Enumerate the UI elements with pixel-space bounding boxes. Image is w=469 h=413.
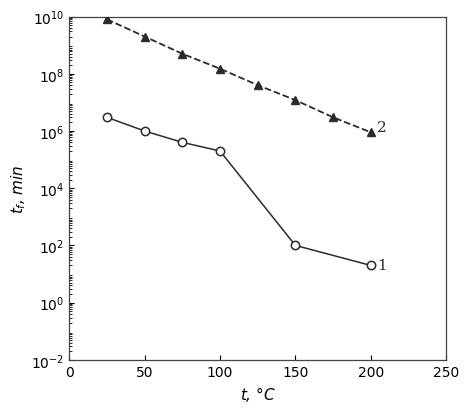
Y-axis label: $t_f$, min: $t_f$, min xyxy=(10,164,29,214)
Text: 2: 2 xyxy=(377,121,386,135)
X-axis label: $t$, °C: $t$, °C xyxy=(240,385,276,404)
Text: 1: 1 xyxy=(377,259,386,273)
